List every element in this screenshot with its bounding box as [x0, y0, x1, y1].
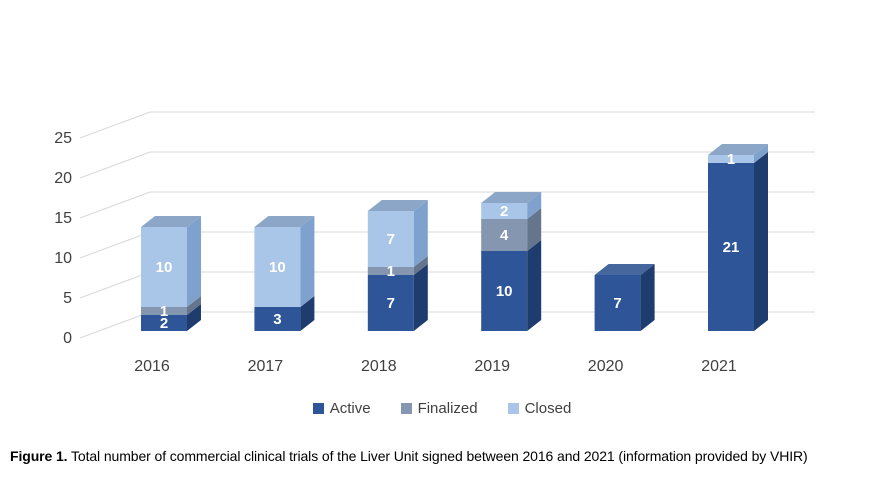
bar-top-face-2019 — [481, 192, 542, 203]
x-axis-category-label: 2021 — [701, 358, 737, 375]
bar-segment-closed-2021 — [708, 155, 754, 163]
bar-segment-active-2019 — [481, 251, 528, 331]
stacked-bar-chart-3d: 0510152025211020163102017717201810422019… — [54, 111, 815, 375]
bar-segment-finalized-2019 — [481, 219, 528, 251]
data-label: 1 — [387, 263, 395, 280]
depth-diagonal — [79, 151, 151, 179]
bar-segment-active-2020 — [594, 275, 641, 331]
legend-label-closed: Closed — [524, 400, 572, 417]
data-label: 21 — [723, 239, 740, 256]
data-label: 3 — [273, 311, 281, 328]
y-axis-tick-label: 20 — [54, 170, 72, 187]
bar-segment-active-2016 — [141, 315, 187, 331]
bar-segment-side-closed-2016 — [187, 216, 201, 307]
bar-top-face-2017 — [254, 216, 315, 227]
data-label: 1 — [160, 303, 168, 320]
bar-segment-side-active-2017 — [300, 296, 315, 331]
data-label: 7 — [387, 231, 395, 248]
bar-segment-active-2017 — [254, 307, 301, 331]
data-label: 10 — [496, 283, 513, 300]
bar-segment-side-closed-2019 — [527, 192, 542, 219]
legend-swatch-finalized — [400, 403, 412, 414]
bar-top-face-2020 — [594, 264, 655, 275]
bar-segment-closed-2018 — [367, 211, 414, 267]
data-label: 7 — [613, 295, 621, 312]
bar-segment-side-closed-2018 — [413, 200, 428, 267]
figure-caption-text: Total number of commercial clinical tria… — [67, 448, 808, 464]
y-axis-tick-label: 25 — [54, 130, 72, 147]
data-label: 2 — [500, 203, 508, 220]
data-label: 7 — [387, 295, 395, 312]
bar-segment-side-active-2020 — [640, 264, 655, 331]
figure-caption: Figure 1. Total number of commercial cli… — [10, 448, 880, 464]
bar-segment-side-active-2019 — [527, 240, 542, 331]
depth-diagonal — [79, 231, 151, 259]
depth-diagonal — [79, 191, 151, 219]
x-axis-category-label: 2018 — [361, 358, 397, 375]
bar-top-face-2016 — [141, 216, 201, 227]
chart-legend: Active Finalized Closed — [0, 400, 884, 417]
figure-caption-prefix: Figure 1. — [10, 448, 68, 464]
x-axis-category-label: 2020 — [588, 358, 624, 375]
y-axis-tick-label: 0 — [63, 330, 72, 347]
bar-segment-side-finalized-2018 — [413, 256, 428, 275]
bar-top-face-2021 — [708, 144, 768, 155]
y-axis-tick-label: 15 — [54, 210, 72, 227]
bar-segment-active-2021 — [708, 163, 754, 331]
bar-segment-side-finalized-2019 — [527, 208, 542, 251]
data-label: 1 — [727, 151, 735, 168]
legend-item-finalized: Finalized — [400, 400, 478, 417]
legend-label-active: Active — [329, 400, 371, 417]
depth-diagonal — [79, 271, 151, 299]
legend-item-closed: Closed — [507, 400, 572, 417]
bar-segment-closed-2017 — [254, 227, 301, 307]
bar-segment-closed-2019 — [481, 203, 528, 219]
data-label: 4 — [500, 227, 509, 244]
bar-top-face-2018 — [367, 200, 428, 211]
bar-segment-finalized-2016 — [141, 307, 187, 315]
bar-segment-side-active-2018 — [413, 264, 428, 331]
bar-segment-finalized-2018 — [367, 267, 414, 275]
y-axis-tick-label: 10 — [54, 250, 72, 267]
bar-segment-side-closed-2017 — [300, 216, 315, 307]
bar-segment-side-active-2016 — [187, 304, 201, 331]
y-axis-tick-label: 5 — [63, 290, 72, 307]
bar-segment-side-active-2021 — [754, 152, 768, 331]
data-label: 10 — [156, 259, 173, 276]
bar-segment-side-closed-2021 — [754, 144, 768, 163]
data-label: 2 — [160, 315, 168, 332]
depth-diagonal — [79, 111, 151, 139]
depth-diagonal — [79, 311, 151, 339]
x-axis-category-label: 2016 — [134, 358, 170, 375]
legend-label-finalized: Finalized — [417, 400, 478, 417]
legend-swatch-active — [312, 403, 324, 414]
data-label: 10 — [269, 259, 286, 276]
bar-segment-closed-2016 — [141, 227, 187, 307]
bar-segment-side-finalized-2016 — [187, 296, 201, 315]
bar-segment-active-2018 — [367, 275, 414, 331]
legend-swatch-closed — [507, 403, 519, 414]
legend-item-active: Active — [312, 400, 371, 417]
x-axis-category-label: 2017 — [248, 358, 284, 375]
x-axis-category-label: 2019 — [474, 358, 510, 375]
